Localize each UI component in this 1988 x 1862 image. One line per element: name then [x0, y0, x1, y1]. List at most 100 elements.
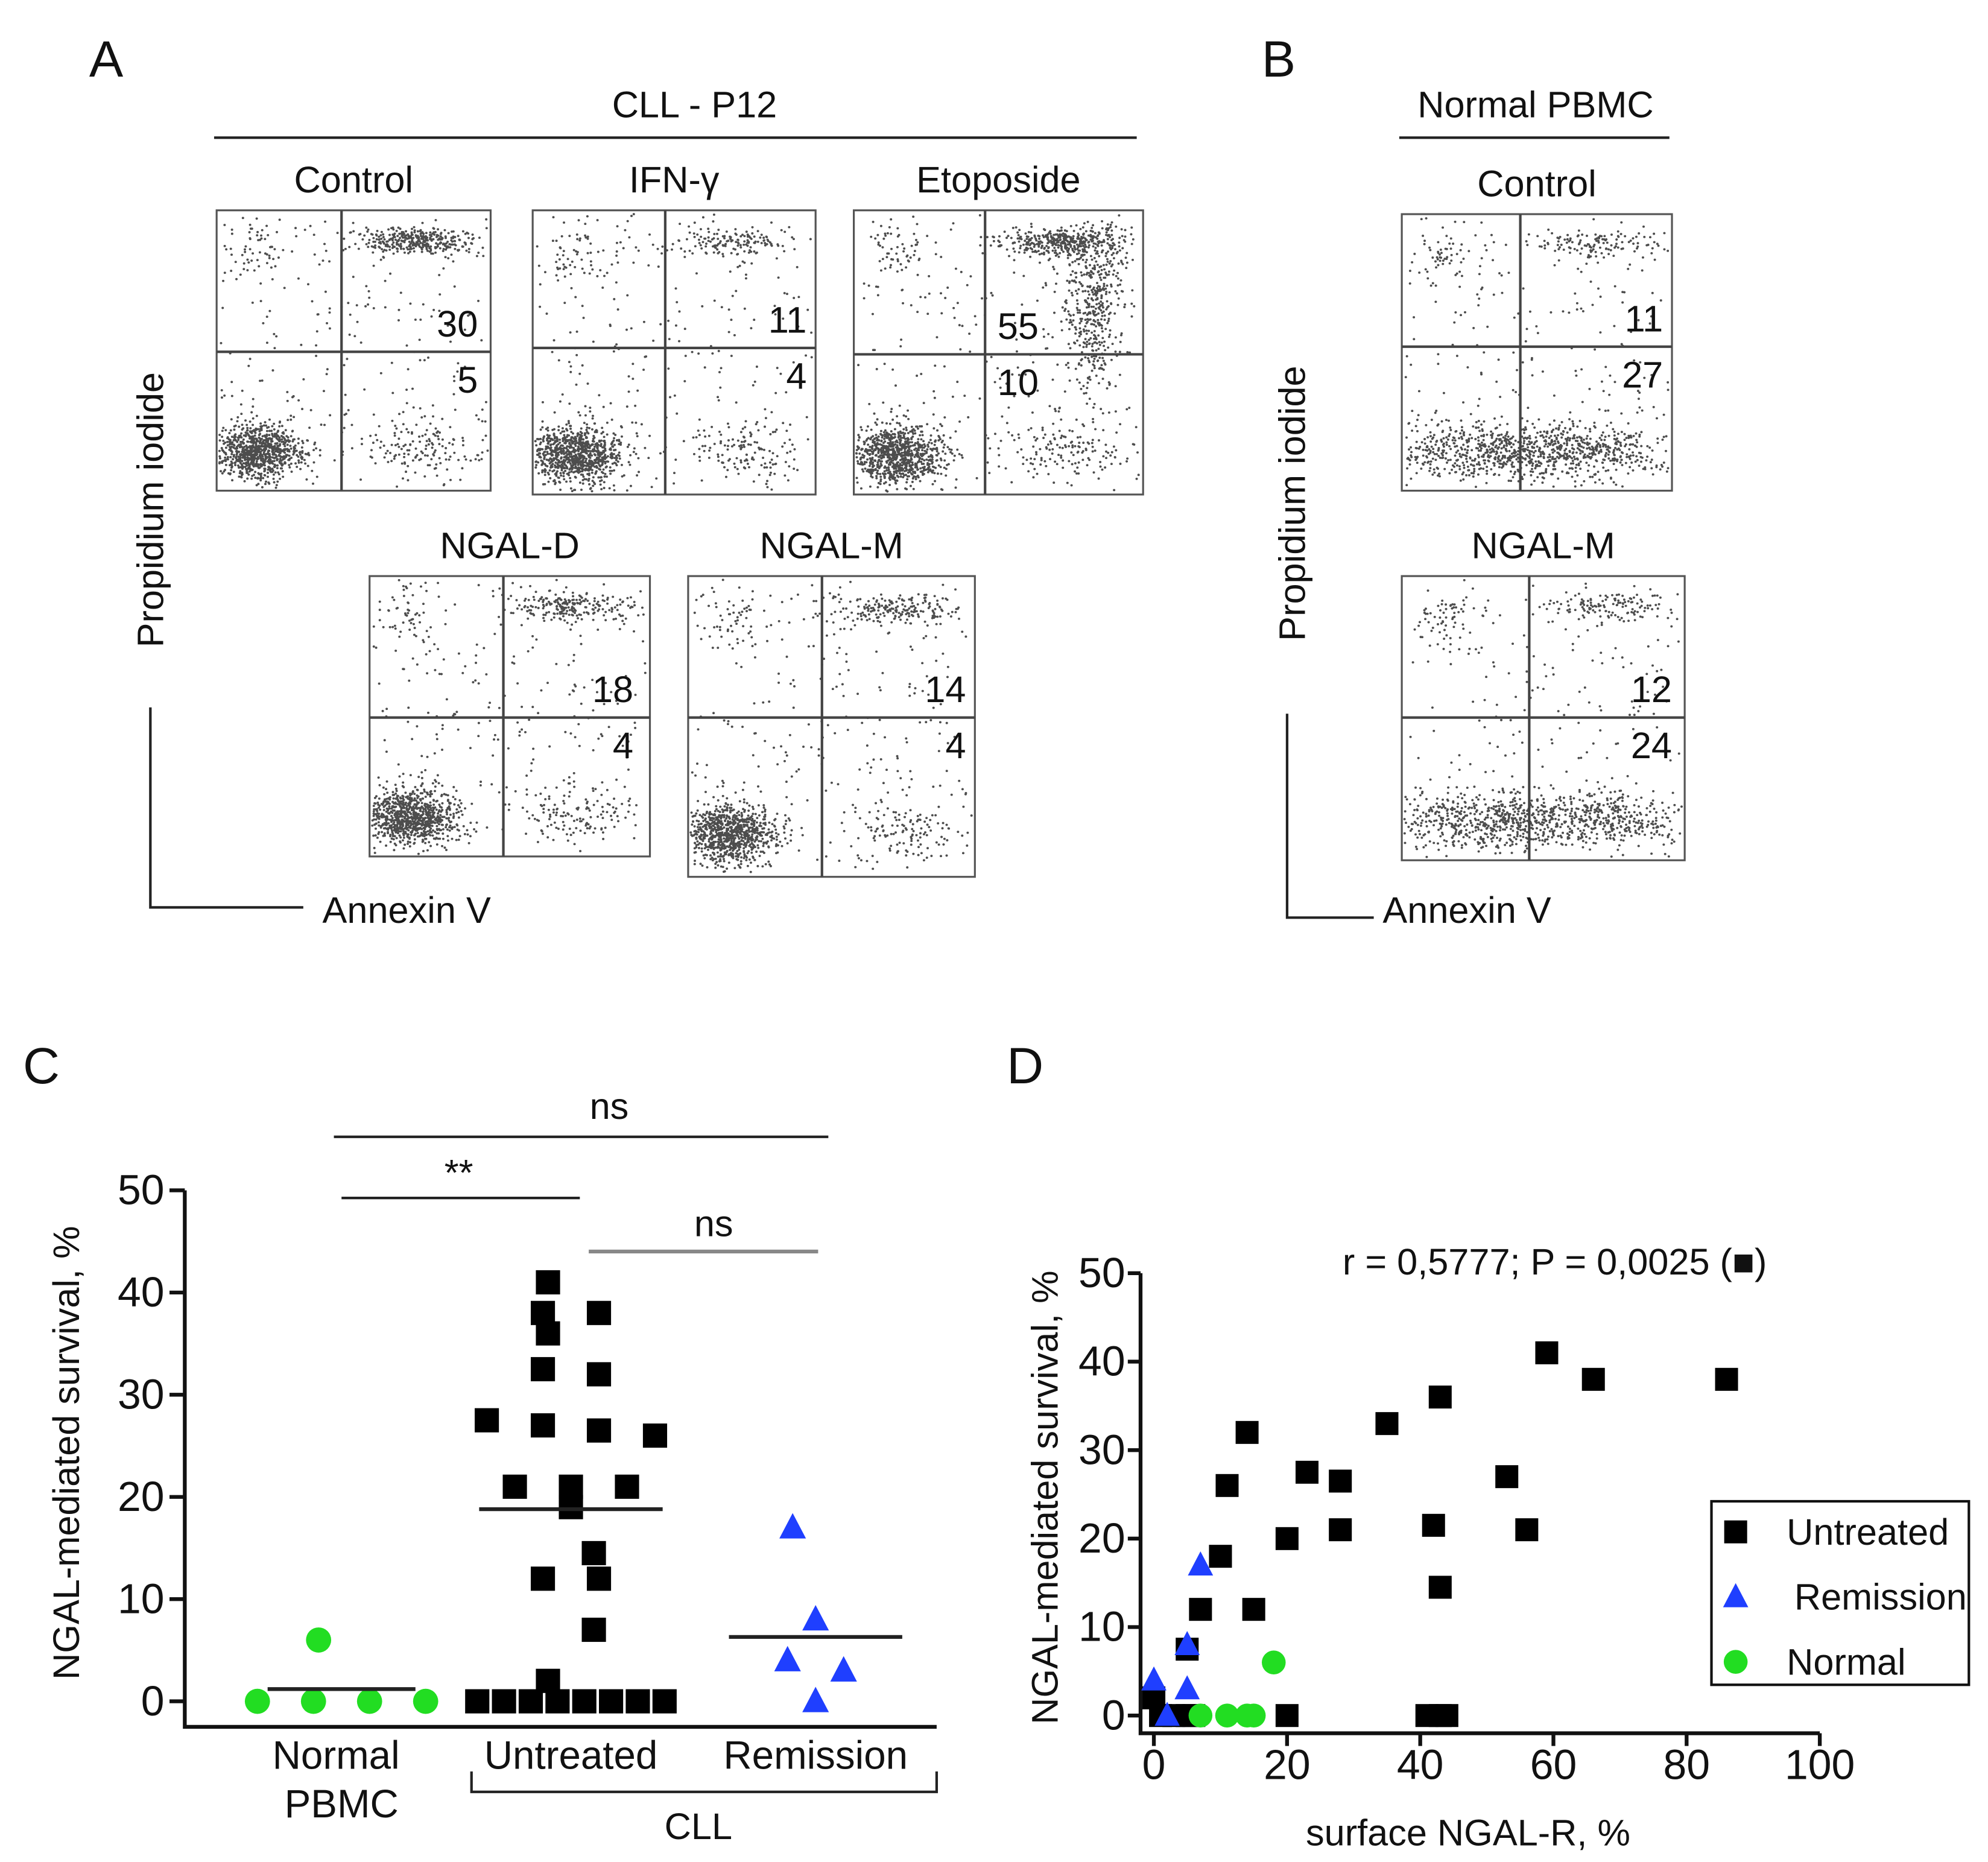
x-tick-label: Normal PBMC: [273, 1734, 411, 1826]
data-point: [1581, 1367, 1605, 1391]
data-point: [559, 1495, 583, 1519]
y-tick-label: 50: [1078, 1249, 1125, 1296]
data-point: [1428, 1575, 1452, 1599]
y-tick-label: 20: [118, 1473, 165, 1520]
data-point: [1241, 1703, 1266, 1727]
density-dots: [1403, 578, 1683, 858]
data-point: [1154, 1702, 1180, 1726]
y-tick-label: 30: [1078, 1426, 1125, 1473]
x-axis-label: surface NGAL-R, %: [1306, 1812, 1630, 1853]
data-point: [559, 1474, 583, 1499]
data-point: [475, 1408, 499, 1433]
x-tick-label: Untreated: [484, 1734, 658, 1778]
data-point: [413, 1688, 438, 1714]
data-point: [1535, 1341, 1559, 1364]
y-tick-label: 40: [1078, 1338, 1125, 1385]
quadrant-value: 12: [1631, 669, 1672, 710]
quadrant-value: 27: [1622, 354, 1663, 395]
y-tick-label: 10: [118, 1575, 165, 1622]
data-point: [1428, 1385, 1452, 1409]
data-point: [1275, 1704, 1299, 1727]
legend-box: [1710, 1499, 1971, 1686]
quadrant-value: 4: [613, 725, 633, 766]
data-point: [586, 1300, 612, 1325]
significance-label: ns: [694, 1203, 733, 1244]
quadrant-value: 10: [998, 362, 1039, 403]
data-point: [530, 1413, 556, 1438]
data-point: [1515, 1518, 1539, 1542]
data-point: [774, 1645, 801, 1671]
data-point: [586, 1566, 612, 1591]
data-point: [1215, 1703, 1239, 1727]
data-point: [1295, 1460, 1319, 1484]
data-point: [1215, 1474, 1239, 1497]
plot-title: NGAL-M: [1471, 525, 1615, 566]
data-point: [642, 1423, 668, 1448]
y-axis-label: NGAL-mediated survival, %: [1025, 1270, 1066, 1724]
data-point: [1141, 1666, 1167, 1691]
plot-title: NGAL-M: [759, 525, 903, 566]
x-axis-label: Annexin V: [323, 890, 491, 931]
legend-marker: [1724, 1520, 1747, 1544]
panel-letter: C: [23, 1037, 60, 1094]
data-point: [802, 1604, 829, 1631]
data-point: [536, 1668, 560, 1693]
chart-title: r = 0,5777; P = 0,0025 (■): [1343, 1241, 1767, 1282]
data-point: [492, 1689, 516, 1714]
data-point: [802, 1686, 829, 1712]
y-tick-label: 0: [1102, 1691, 1125, 1738]
data-point: [1275, 1527, 1299, 1550]
plot-title: Control: [294, 159, 413, 200]
x-tick-label: 0: [1142, 1741, 1166, 1788]
quadrant-value: 11: [1625, 298, 1664, 339]
legend-label: Remission: [1794, 1577, 1967, 1618]
data-point: [530, 1357, 556, 1382]
data-point: [1235, 1420, 1259, 1444]
axes: [183, 1190, 937, 1729]
data-point: [1188, 1551, 1214, 1575]
data-point: [518, 1689, 543, 1714]
quadrant-value: 5: [457, 359, 478, 401]
data-point: [1422, 1513, 1445, 1537]
data-point: [581, 1541, 606, 1566]
quadrant-value: 4: [786, 355, 806, 396]
x-tick-label: 60: [1530, 1741, 1577, 1788]
x-tick-label: 40: [1397, 1741, 1444, 1788]
data-point: [652, 1689, 677, 1714]
y-axis-label: NGAL-mediated survival, %: [46, 1226, 87, 1679]
plot-title: Etoposide: [916, 159, 1081, 200]
axis-hint: [149, 707, 303, 909]
y-tick-label: 30: [118, 1371, 165, 1418]
panel-title: Normal PBMC: [1417, 84, 1653, 125]
density-dots: [689, 578, 973, 873]
panel-letter: B: [1262, 30, 1296, 87]
quadrant-value: 30: [437, 303, 478, 344]
data-point: [1495, 1465, 1519, 1489]
density-dots: [371, 578, 647, 855]
data-point: [586, 1362, 612, 1387]
data-point: [586, 1418, 612, 1443]
quadrant-value: 11: [768, 300, 807, 341]
panel-letter: A: [89, 30, 124, 87]
significance-label: **: [445, 1152, 473, 1193]
density-dots: [1404, 217, 1670, 489]
density-dots: [218, 217, 489, 489]
significance-label: ns: [590, 1086, 629, 1127]
legend-marker: [1723, 1583, 1749, 1607]
data-point: [1209, 1545, 1232, 1568]
plot-frame: [531, 209, 817, 496]
data-point: [545, 1689, 570, 1714]
y-tick-label: 40: [118, 1268, 165, 1316]
plot-frame: [1401, 213, 1673, 492]
density-dots: [855, 214, 1140, 493]
data-point: [1188, 1703, 1213, 1727]
data-point: [830, 1656, 857, 1682]
data-point: [615, 1474, 639, 1499]
data-point: [536, 1321, 560, 1346]
panel-title: CLL - P12: [612, 84, 777, 125]
quadrant-value: 4: [945, 725, 966, 766]
data-point: [599, 1689, 624, 1714]
data-point: [1174, 1631, 1200, 1655]
x-tick-label: 20: [1264, 1741, 1311, 1788]
